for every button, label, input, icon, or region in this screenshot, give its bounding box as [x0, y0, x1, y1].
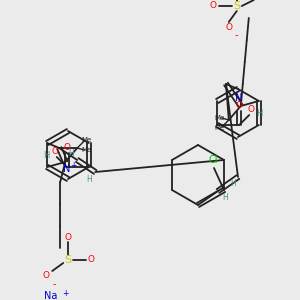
Text: O: O: [43, 272, 50, 280]
Text: H: H: [68, 148, 74, 158]
Text: S: S: [65, 255, 72, 265]
Text: Me: Me: [81, 137, 91, 143]
Text: O: O: [236, 100, 243, 109]
Text: N: N: [235, 93, 242, 103]
Text: O: O: [209, 2, 216, 10]
Text: Me: Me: [215, 125, 225, 131]
Text: O: O: [248, 104, 255, 113]
Text: H: H: [44, 151, 50, 160]
Text: O: O: [88, 256, 95, 265]
Text: N: N: [62, 164, 70, 174]
Text: O: O: [255, 0, 262, 2]
Text: O: O: [65, 232, 72, 242]
Text: +: +: [62, 289, 68, 298]
Text: Me: Me: [81, 147, 91, 153]
Text: +: +: [70, 161, 76, 170]
Text: -: -: [52, 279, 56, 289]
Text: H: H: [86, 176, 92, 184]
Text: -: -: [234, 30, 238, 40]
Text: O: O: [225, 23, 232, 32]
Text: O: O: [63, 142, 70, 152]
Text: Me: Me: [215, 115, 225, 121]
Text: H: H: [222, 193, 228, 202]
Text: H: H: [230, 178, 236, 188]
Text: Na: Na: [44, 291, 57, 300]
Text: O: O: [51, 146, 58, 155]
Text: H: H: [256, 109, 262, 118]
Text: Cl: Cl: [208, 155, 218, 165]
Text: S: S: [233, 1, 240, 11]
